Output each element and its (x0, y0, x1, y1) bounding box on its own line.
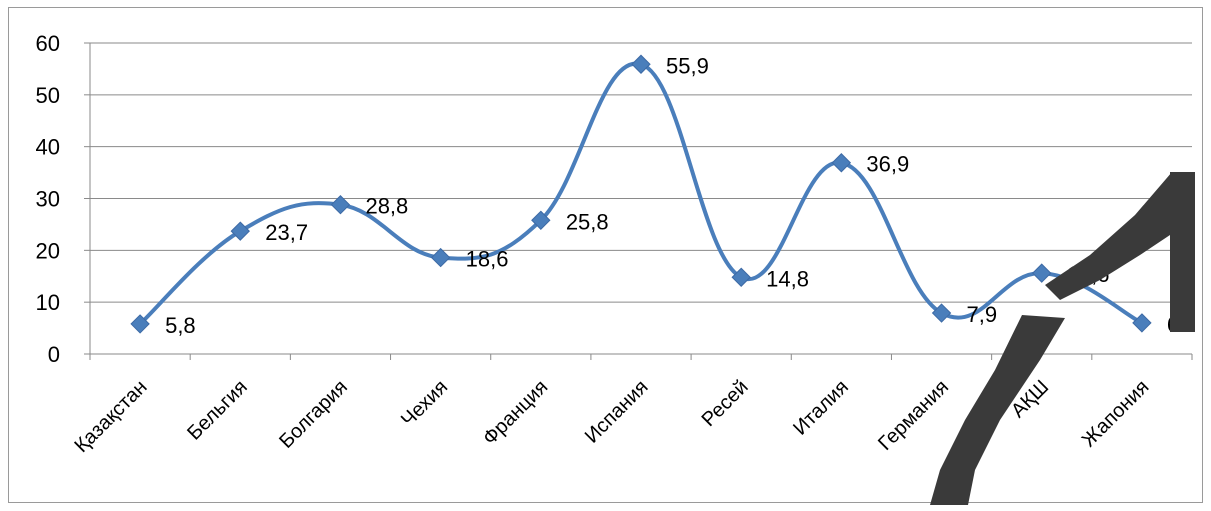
y-tick-label: 50 (36, 83, 60, 108)
data-point-marker (130, 314, 150, 334)
data-label: 14,8 (766, 266, 809, 291)
y-tick-labels: 0 10 20 30 40 50 60 (36, 31, 60, 367)
data-point-marker (731, 267, 751, 287)
data-point-marker (430, 247, 451, 268)
x-tick-label: Бельгия (183, 376, 252, 445)
y-tick-label: 40 (36, 135, 60, 160)
data-label: 55,9 (666, 53, 709, 78)
data-label: 23,7 (265, 220, 308, 245)
watermark-shape-right (1045, 172, 1195, 330)
data-label: 5,8 (165, 313, 196, 338)
data-point-marker (330, 195, 351, 215)
y-tick-label: 10 (36, 290, 60, 315)
x-tick-label: Италия (789, 376, 853, 440)
watermark-stroke (1170, 172, 1195, 332)
data-point-marker (631, 54, 651, 74)
axis-layer (84, 42, 1193, 360)
data-label: 36,9 (866, 152, 909, 177)
series-line (138, 61, 1144, 326)
data-point-marker (230, 221, 250, 241)
x-tick-label: Ресей (698, 376, 753, 431)
watermark (930, 172, 1195, 505)
data-label: 7,9 (967, 302, 998, 327)
y-tick-label: 30 (36, 187, 60, 212)
data-point-marker (531, 210, 551, 230)
x-tick-label: Испания (581, 376, 653, 448)
x-tick-label: Жапония (1078, 376, 1154, 452)
x-tick-label: Чехия (397, 376, 452, 431)
data-point-marker (831, 153, 852, 173)
data-label: 25,8 (566, 209, 609, 234)
y-tick-label: 0 (48, 342, 60, 367)
watermark-shape-left (930, 315, 1065, 505)
x-tick-label: Германия (874, 376, 953, 455)
data-point-marker (1132, 313, 1152, 333)
marker-layer (130, 54, 1152, 334)
grid-layer (90, 42, 1192, 303)
y-tick-label: 20 (36, 238, 60, 263)
data-labels: 5,823,728,818,625,855,914,836,97,915,66 (165, 53, 1179, 338)
data-point-marker (1032, 263, 1052, 283)
data-label: 28,8 (365, 194, 408, 219)
y-tick-label: 60 (36, 31, 60, 56)
data-point-marker (931, 303, 952, 323)
x-tick-label: Франция (479, 376, 553, 450)
x-tick-label: Болгария (275, 376, 352, 453)
data-label: 18,6 (466, 247, 509, 272)
series-layer (138, 61, 1144, 326)
x-tick-label: Қазақстан (71, 376, 152, 457)
